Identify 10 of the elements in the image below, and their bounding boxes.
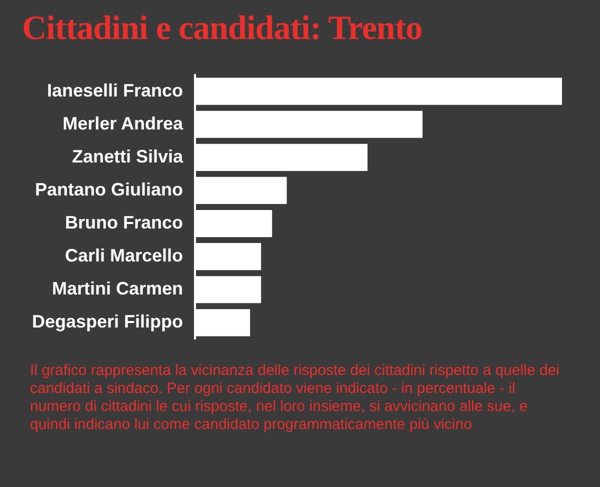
- y-tick-label: Zanetti Silvia: [72, 146, 184, 166]
- text: Il grafico rappresenta la vicinanza delle risposte dei cittadini rispetto a quelle dei candidati a sindaco. Per ogni candidato viene indicato - in percentuale - il numero di cittadini le cui risposte, nel loro insieme, si avvicinano alle sue, e quindi indicano lui come candidato programmaticamente più vicino: [29, 362, 560, 434]
- y-tick-label: Martini Carmen: [52, 278, 184, 299]
- y-tick-label: Bruno Franco: [65, 212, 184, 232]
- chart-title: Cittadini e candidati: Trento: [21, 9, 424, 49]
- y-tick-label: Ianeselli Franco: [46, 80, 184, 100]
- y-tick-label: Merler Andrea: [62, 113, 184, 134]
- y-tick-label: Degasperi Filippo: [32, 312, 184, 332]
- y-tick-label: Pantano Giuliano: [35, 179, 184, 200]
- y-tick-label: Carli Marcello: [64, 246, 184, 266]
